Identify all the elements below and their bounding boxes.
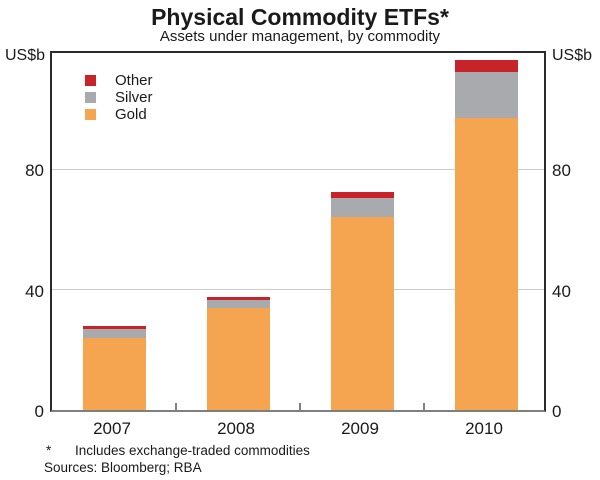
legend-label-gold: Gold: [115, 106, 147, 123]
y-tick-label-right-40: 40: [552, 281, 571, 301]
legend: Other Silver Gold: [85, 72, 153, 123]
footnote: * Includes exchange-traded commodities: [46, 443, 310, 458]
chart-title: Physical Commodity ETFs*: [151, 4, 449, 30]
x-tick-label-2008: 2008: [217, 419, 255, 438]
bar-2010-gold: [454, 118, 518, 410]
bar-2010-silver: [454, 71, 518, 119]
y-tick-label-left-80: 80: [25, 161, 44, 181]
gridline-40: [52, 289, 544, 291]
x-tick-label-2010: 2010: [465, 419, 503, 438]
legend-swatch-silver: [85, 92, 96, 103]
bar-2008-silver: [206, 300, 270, 308]
x-axis-tick-1: [175, 403, 177, 410]
y-axis-unit-left: US$b: [4, 47, 45, 64]
footnote-marker: *: [46, 443, 52, 458]
legend-label-other: Other: [115, 72, 153, 89]
y-tick-label-right-80: 80: [552, 161, 571, 181]
y-axis-unit-right: US$b: [552, 47, 593, 64]
legend-item-silver: Silver: [85, 89, 153, 106]
plot-area: [50, 51, 546, 412]
bar-2010-other: [454, 59, 518, 72]
x-tick-label-2007: 2007: [93, 419, 131, 438]
legend-label-silver: Silver: [115, 89, 153, 106]
footnote-text: Includes exchange-traded commodities: [75, 443, 310, 458]
x-tick-label-2009: 2009: [341, 419, 379, 438]
bar-2008-gold: [206, 307, 270, 410]
gridline-80: [52, 168, 544, 170]
bar-2007-other: [82, 325, 146, 329]
sources: Sources: Bloomberg; RBA: [44, 460, 202, 475]
y-tick-label-right-0: 0: [552, 402, 562, 421]
x-axis-tick-2: [299, 403, 301, 410]
bar-2009-other: [330, 191, 394, 198]
bar-2009-silver: [330, 197, 394, 218]
x-axis-tick-3: [423, 403, 425, 410]
bar-2008-other: [206, 297, 270, 301]
legend-item-gold: Gold: [85, 106, 153, 123]
legend-item-other: Other: [85, 72, 153, 89]
bar-2009-gold: [330, 217, 394, 410]
bar-2007-silver: [82, 328, 146, 338]
y-tick-label-left-40: 40: [25, 281, 44, 301]
legend-swatch-gold: [85, 109, 96, 120]
chart-subtitle: Assets under management, by commodity: [159, 28, 441, 45]
bar-2007-gold: [82, 337, 146, 410]
y-tick-label-left-0: 0: [34, 402, 44, 421]
legend-swatch-other: [85, 75, 96, 86]
